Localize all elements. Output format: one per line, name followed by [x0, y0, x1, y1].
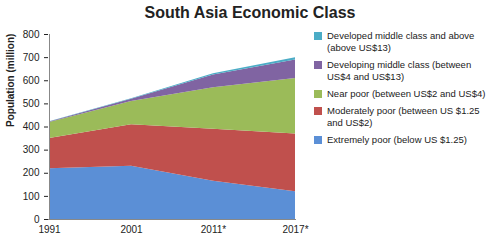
svg-text:Population (million): Population (million) — [5, 34, 16, 127]
svg-text:800: 800 — [23, 29, 40, 40]
svg-text:600: 600 — [23, 75, 40, 86]
svg-text:500: 500 — [23, 98, 40, 109]
html-text:Extremely poor (below US $1.25: Extremely poor (below US $1.25) — [327, 134, 467, 145]
svg-text:400: 400 — [23, 121, 40, 132]
svg-text:1991: 1991 — [38, 224, 61, 235]
svg-text:200: 200 — [23, 167, 40, 178]
html-text:Near poor (between US$2 and US: Near poor (between US$2 and US$4) — [327, 88, 486, 99]
html-text:Developed middle class and abo: Developed middle class and above (above … — [327, 30, 475, 53]
svg-text:0: 0 — [33, 213, 40, 225]
svg-text:700: 700 — [23, 52, 40, 63]
svg-text:2011*: 2011* — [201, 224, 227, 235]
svg-text:2017*: 2017* — [282, 224, 308, 235]
svg-text:2001: 2001 — [120, 224, 143, 235]
svg-text:300: 300 — [23, 144, 40, 155]
svg-text:100: 100 — [23, 191, 40, 202]
html-text:South Asia Economic Class: South Asia Economic Class — [144, 4, 356, 21]
html-text:Developing middle class (betwe: Developing middle class (between US$4 an… — [327, 59, 472, 82]
html-text:Moderately poor (between US $1: Moderately poor (between US $1.25 and US… — [327, 105, 480, 128]
